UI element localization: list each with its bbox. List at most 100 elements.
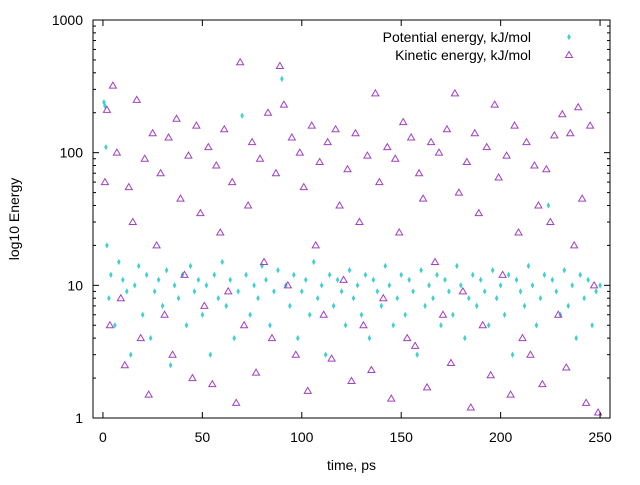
potential-energy-point	[546, 202, 551, 209]
potential-energy-point	[236, 288, 240, 295]
kinetic-energy-point	[538, 379, 547, 388]
kinetic-energy-point	[446, 358, 456, 366]
kinetic-energy-point	[518, 333, 527, 342]
potential-energy-point	[463, 334, 467, 342]
potential-energy-point	[590, 322, 594, 329]
kinetic-energy-point	[561, 363, 571, 371]
kinetic-energy-point	[132, 95, 142, 103]
y-tick-label: 1000	[52, 12, 83, 28]
kinetic-energy-point	[541, 164, 551, 173]
potential-energy-point	[419, 267, 423, 274]
kinetic-energy-point	[164, 133, 173, 141]
potential-energy-point	[228, 276, 233, 284]
potential-energy-point	[383, 262, 388, 270]
potential-energy-point	[212, 271, 217, 279]
kinetic-energy-point	[311, 240, 321, 249]
potential-energy-point	[387, 282, 392, 289]
kinetic-energy-point	[223, 286, 233, 295]
potential-energy-point	[268, 322, 272, 329]
potential-energy-point	[431, 294, 435, 302]
kinetic-energy-point	[307, 121, 317, 129]
kinetic-energy-point	[363, 151, 372, 159]
potential-energy-point	[423, 302, 427, 310]
kinetic-energy-point	[430, 257, 440, 265]
kinetic-energy-point	[478, 320, 488, 329]
potential-energy-point	[244, 271, 248, 279]
kinetic-energy-point	[494, 172, 504, 181]
potential-energy-point	[474, 302, 479, 310]
kinetic-energy-point	[303, 386, 313, 394]
potential-energy-point	[113, 322, 117, 329]
kinetic-energy-point	[299, 182, 309, 191]
potential-energy-point	[351, 294, 356, 302]
potential-energy-point	[470, 271, 475, 279]
potential-energy-point	[307, 311, 312, 318]
kinetic-energy-point	[176, 194, 185, 202]
potential-energy-point	[498, 282, 503, 289]
kinetic-energy-point	[339, 275, 348, 283]
kinetic-energy-point	[390, 154, 400, 162]
kinetic-energy-point	[569, 240, 579, 249]
potential-energy-point	[538, 294, 543, 302]
potential-energy-point	[542, 271, 547, 279]
kinetic-energy-point	[522, 137, 531, 146]
potential-energy-point	[514, 276, 519, 284]
potential-energy-point	[196, 276, 201, 284]
potential-energy-point	[327, 271, 332, 279]
potential-energy-point	[339, 288, 344, 295]
kinetic-energy-point	[128, 217, 138, 226]
potential-energy-point	[136, 262, 141, 270]
potential-energy-point	[490, 267, 495, 274]
kinetic-energy-point	[510, 121, 519, 129]
points-layer	[100, 57, 603, 416]
kinetic-energy-point	[136, 333, 146, 342]
potential-energy-point	[363, 271, 368, 279]
potential-energy-point	[562, 267, 567, 274]
potential-energy-point	[594, 288, 598, 295]
legend-label: Kinetic energy, kJ/mol	[395, 47, 531, 63]
x-tick-label: 150	[390, 429, 414, 445]
kinetic-energy-point	[335, 200, 344, 209]
kinetic-energy-point	[526, 350, 535, 358]
potential-energy-point	[343, 322, 348, 329]
potential-energy-point	[582, 294, 586, 302]
potential-energy-point	[280, 75, 284, 83]
potential-energy-point	[443, 276, 447, 284]
kinetic-energy-point	[438, 310, 448, 318]
x-tick-label: 100	[290, 429, 314, 445]
potential-energy-point	[148, 334, 153, 342]
potential-energy-point	[232, 334, 236, 342]
potential-energy-point	[566, 302, 571, 310]
potential-energy-point	[467, 294, 471, 302]
kinetic-energy-point	[315, 157, 325, 166]
kinetic-energy-point	[203, 142, 213, 151]
potential-energy-point	[506, 271, 511, 279]
potential-energy-point	[375, 288, 380, 295]
kinetic-energy-point	[355, 217, 364, 226]
y-tick-label: 10	[67, 277, 83, 293]
legend: Potential energy, kJ/mol Kinetic energy, …	[383, 29, 574, 63]
kinetic-energy-point	[207, 379, 217, 388]
potential-energy-point	[407, 276, 411, 284]
potential-energy-point	[510, 351, 515, 358]
kinetic-energy-point	[231, 398, 241, 406]
potential-energy-point	[264, 276, 268, 284]
kinetic-energy-point	[172, 114, 181, 122]
kinetic-energy-point	[577, 194, 587, 202]
kinetic-energy-point	[287, 133, 297, 141]
potential-energy-point	[586, 276, 590, 284]
potential-energy-point	[144, 271, 149, 279]
potential-energy-point	[104, 143, 108, 151]
kinetic-energy-point	[251, 368, 261, 376]
kinetic-energy-point	[108, 81, 118, 89]
kinetic-energy-point	[152, 240, 162, 249]
kinetic-energy-point	[450, 88, 460, 97]
kinetic-energy-point	[374, 177, 384, 186]
legend-marker	[567, 33, 571, 41]
potential-energy-point	[355, 282, 360, 289]
potential-energy-point	[276, 267, 280, 274]
potential-energy-point	[164, 267, 169, 274]
potential-energy-point	[172, 282, 177, 289]
potential-energy-point	[367, 334, 372, 342]
